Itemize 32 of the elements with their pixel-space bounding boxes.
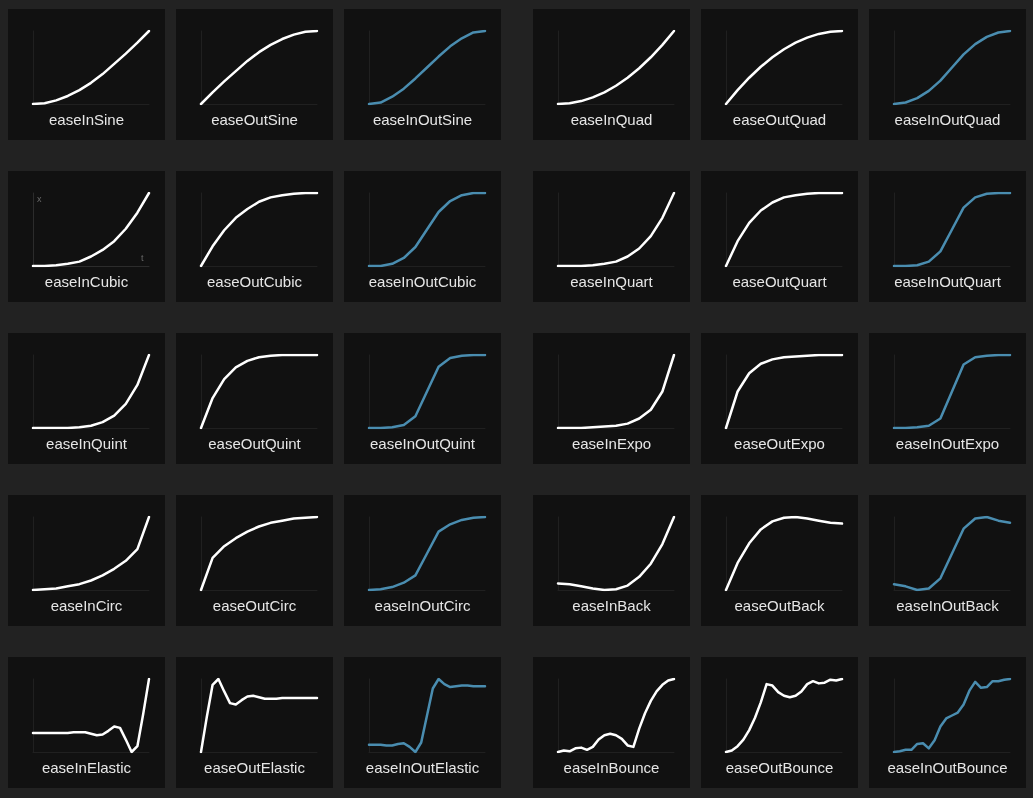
text: easeInOutElastic xyxy=(365,759,480,776)
text: easeInExpo xyxy=(571,435,652,452)
text: easeOutExpo xyxy=(734,435,825,452)
text: easeInOutQuad xyxy=(894,111,1001,128)
text: easeOutCirc xyxy=(212,597,297,614)
text: easeInOutBounce xyxy=(887,759,1008,776)
text: easeInBack xyxy=(572,597,652,614)
text: easeInSine xyxy=(48,111,125,128)
text: easeInQuint xyxy=(46,435,128,452)
x-axis-title: t xyxy=(141,252,144,263)
text: easeOutQuad xyxy=(732,111,827,128)
text: easeInQuad xyxy=(570,111,653,128)
text: easeInOutCubic xyxy=(368,273,477,290)
text: easeInOutQuint xyxy=(369,435,476,452)
text: easeOutBack xyxy=(734,597,826,614)
text: easeInOutExpo xyxy=(895,435,1000,452)
text: easeOutQuint xyxy=(208,435,302,452)
text: easeInQuart xyxy=(570,273,654,290)
text: easeInBounce xyxy=(563,759,660,776)
text: easeOutCubic xyxy=(206,273,303,290)
text: easeInCubic xyxy=(44,273,129,290)
y-axis-title: x xyxy=(37,193,42,204)
text: easeInOutBack xyxy=(896,597,1000,614)
text: easeOutElastic xyxy=(204,759,306,776)
text: easeInOutSine xyxy=(372,111,473,128)
text: easeOutBounce xyxy=(725,759,834,776)
text: easeInOutQuart xyxy=(894,273,1002,290)
text: easeOutQuart xyxy=(732,273,828,290)
text: easeInCirc xyxy=(50,597,123,614)
text: easeOutSine xyxy=(211,111,298,128)
text: easeInElastic xyxy=(41,759,132,776)
text: easeInOutCirc xyxy=(374,597,471,614)
